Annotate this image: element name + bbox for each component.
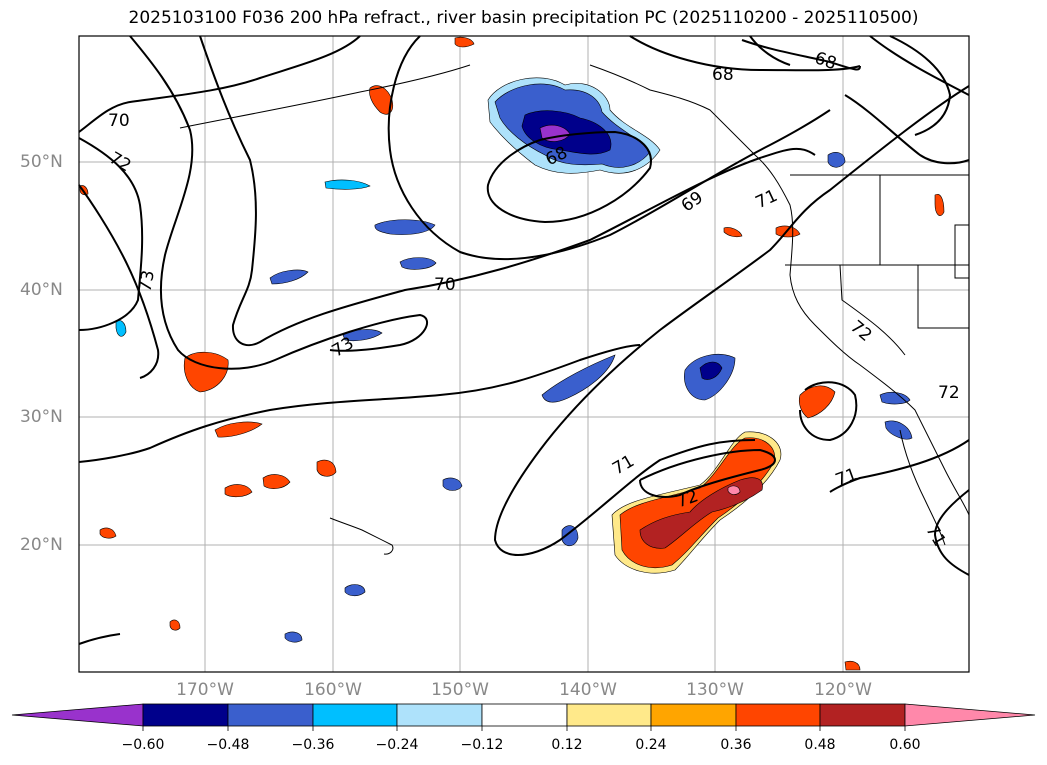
- blob-west-orange-3: [224, 484, 253, 498]
- blob-ne-pacific-3: [269, 269, 309, 285]
- contour-71-east: [493, 85, 970, 556]
- contour-71-far-se: [933, 489, 970, 576]
- blob-north-orange-2: [454, 36, 475, 48]
- colorbar-bin: [650, 703, 737, 727]
- contour-68-north: [629, 35, 861, 72]
- colorbar-tick-label: −0.24: [375, 737, 419, 753]
- contour-71-loop: [639, 448, 776, 498]
- lat-label: 50°N: [20, 152, 63, 172]
- contour-68-ne: [741, 39, 861, 71]
- blob-hawaii: [561, 525, 579, 547]
- contour-label: 70: [434, 275, 456, 295]
- blob-small-3: [284, 631, 303, 643]
- lon-label: 130°W: [686, 680, 744, 700]
- lon-label: 140°W: [559, 680, 617, 700]
- lon-label: 160°W: [304, 680, 362, 700]
- negative-anomaly-blobs: [115, 77, 913, 643]
- coastlines: [179, 64, 970, 555]
- blob-subtropic-dark: [639, 477, 763, 549]
- colorbar-under-triangle: [11, 703, 144, 727]
- state-border-4: [917, 265, 969, 329]
- lat-label: 40°N: [20, 280, 63, 300]
- blob-ne-pacific-2: [399, 257, 437, 270]
- contour-68-gulf: [486, 130, 652, 224]
- contour-ne-2: [889, 35, 952, 136]
- blob-ne-pacific-1: [374, 219, 436, 235]
- blob-mid-1: [541, 354, 616, 403]
- contour-top-east: [869, 35, 970, 96]
- blob-small-2: [344, 584, 366, 597]
- refractivity-contours: [78, 35, 970, 645]
- blob-small-orange-5: [934, 193, 945, 216]
- blob-coast-orange-1: [798, 385, 836, 419]
- contour-72-loop: [799, 381, 858, 442]
- colorbar-tick-label: −0.12: [460, 737, 504, 753]
- blob-coast-2: [884, 420, 913, 440]
- contour-label: 68: [712, 65, 734, 85]
- colorbar-bin: [396, 703, 483, 727]
- blob-small-5: [115, 320, 127, 337]
- colorbar-tick-label: −0.60: [121, 737, 165, 753]
- contour-south-71: [78, 633, 121, 645]
- colorbar-bin: [735, 703, 821, 727]
- colorbar-tick-label: 0.12: [551, 737, 583, 753]
- colorbar-ticks: [142, 726, 906, 731]
- colorbar-bin: [819, 703, 906, 727]
- lon-label: 170°W: [176, 680, 234, 700]
- colorbar: [11, 703, 1036, 731]
- blob-coast-orange-2: [775, 225, 801, 238]
- contour-inner-west: [129, 35, 429, 370]
- lat-label: 30°N: [20, 407, 63, 427]
- contour-70-north: [78, 35, 361, 133]
- hawaii-islands: [329, 517, 394, 555]
- colorbar-bin: [142, 703, 229, 727]
- blob-small-1: [442, 477, 463, 491]
- coastline-baja: [899, 429, 946, 546]
- blob-west-orange-5: [316, 459, 337, 477]
- chart-title: 2025103100 F036 200 hPa refract., river …: [128, 8, 919, 28]
- colorbar-tick-label: −0.48: [206, 737, 250, 753]
- contour-label: 70: [108, 111, 130, 131]
- colorbar-tick-label: 0.24: [635, 737, 667, 753]
- contour-top-mid: [749, 35, 791, 66]
- contour-72-west: [78, 137, 144, 331]
- colorbar-over-triangle: [904, 703, 1036, 727]
- blob-small-orange-3: [844, 660, 861, 671]
- contour-ne-1: [844, 94, 970, 165]
- map-frame: [78, 35, 970, 673]
- colorbar-bin: [312, 703, 398, 727]
- contour-70-middle: [199, 35, 816, 347]
- contour-label: 72: [938, 383, 960, 403]
- aleutian-islands: [179, 64, 471, 129]
- blob-coast-orange-3: [723, 227, 743, 238]
- lon-label: 150°W: [431, 680, 489, 700]
- blob-subtropic-pink: [727, 485, 741, 495]
- colorbar-bin: [481, 703, 568, 727]
- colorbar-tick-label: 0.60: [889, 737, 921, 753]
- contour-69: [387, 35, 831, 261]
- contour-73-west: [78, 184, 160, 379]
- blob-ne-pacific-4: [324, 179, 371, 190]
- lat-label: 20°N: [20, 535, 63, 555]
- colorbar-tick-label: −0.36: [291, 737, 335, 753]
- colorbar-bin: [566, 703, 652, 727]
- state-border-5: [839, 264, 906, 356]
- positive-anomaly-blobs: [79, 36, 945, 671]
- blob-west-orange-4: [262, 474, 291, 489]
- blob-coast-1: [879, 391, 911, 405]
- blob-small-orange-2: [169, 619, 181, 631]
- lon-label: 120°W: [814, 680, 872, 700]
- blob-west-orange-2: [214, 421, 263, 438]
- blob-mid-2-core: [699, 361, 723, 380]
- coastline-north-america: [589, 64, 970, 516]
- colorbar-tick-label: 0.36: [720, 737, 752, 753]
- contour-south-west: [78, 344, 641, 463]
- blob-small-orange-1: [99, 527, 117, 539]
- contour-71-southeast: [829, 439, 970, 493]
- blob-small-4: [827, 152, 846, 168]
- contour-label: 73: [136, 269, 159, 294]
- colorbar-bin: [227, 703, 314, 727]
- colorbar-tick-label: 0.48: [804, 737, 836, 753]
